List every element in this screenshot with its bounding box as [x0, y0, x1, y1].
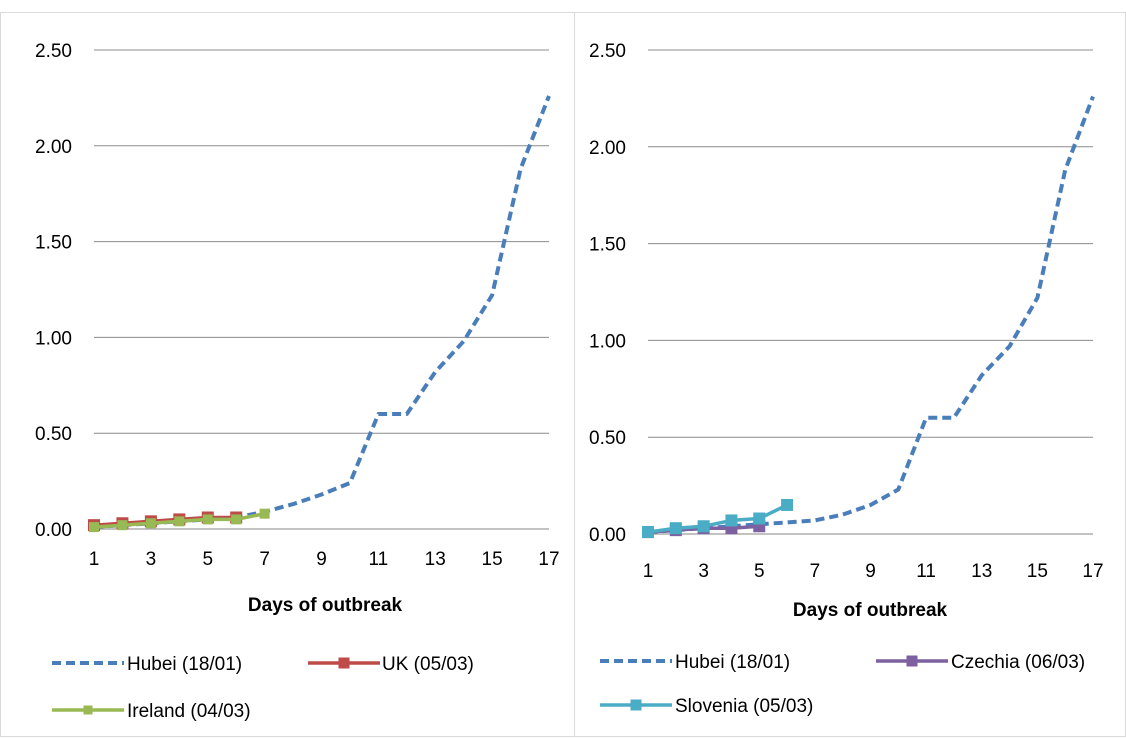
- y-axis-ticks: 0.00 0.50 1.00 1.50 2.00 2.50: [589, 41, 626, 546]
- y-tick-label: 0.00: [35, 520, 72, 541]
- data-point: [117, 520, 128, 531]
- x-tick-label: 17: [538, 549, 559, 570]
- x-axis-title: Days of outbreak: [248, 595, 403, 616]
- x-tick-label: 15: [1027, 561, 1048, 582]
- legend: Hubei (18/01) Czechia (06/03) Slovenia (05…: [600, 652, 1085, 717]
- x-tick-label: 9: [865, 561, 876, 582]
- legend-label: Hubei (18/01): [675, 652, 790, 673]
- legend-entry-uk-05-03: UK (05/03): [308, 654, 474, 675]
- x-tick-label: 15: [482, 549, 503, 570]
- data-point: [642, 526, 654, 539]
- data-point: [781, 498, 794, 511]
- series-slovenia-05-03: [642, 498, 794, 539]
- legend: Hubei (18/01) UK (05/03) Ireland (04/03): [52, 654, 474, 722]
- grid-lines: [94, 49, 549, 530]
- x-axis-ticks: 1 3 5 7 9 11 13 15 17: [643, 561, 1104, 582]
- y-tick-label: 2.50: [589, 41, 626, 62]
- legend-swatch-marker: [83, 705, 93, 715]
- x-tick-label: 3: [698, 561, 709, 582]
- x-axis-ticks: 1 3 5 7 9 11 13 15 17: [89, 549, 560, 570]
- data-point: [725, 514, 738, 527]
- legend-label: Ireland (04/03): [127, 701, 251, 722]
- x-tick-label: 5: [754, 561, 765, 582]
- y-tick-label: 1.00: [589, 331, 626, 352]
- y-tick-label: 0.00: [589, 525, 626, 546]
- legend-entry-hubei-18-01: Hubei (18/01): [600, 652, 790, 673]
- x-tick-label: 9: [316, 549, 327, 570]
- chart-panel-left-frame: [0, 12, 575, 737]
- x-tick-label: 3: [146, 549, 157, 570]
- legend-swatch-marker: [630, 699, 642, 711]
- chart-panel-right: 0.000.501.001.502.002.50 1 3 5 7 9 11 13 15 17 D…: [589, 41, 1104, 717]
- x-tick-label: 13: [425, 549, 446, 570]
- data-point: [231, 514, 242, 525]
- x-tick-label: 7: [259, 549, 270, 570]
- grid-lines: [648, 49, 1093, 535]
- y-tick-label: 0.50: [35, 424, 72, 445]
- y-tick-label: 2.00: [35, 137, 72, 158]
- x-tick-label: 1: [89, 549, 100, 570]
- x-tick-label: 11: [369, 549, 389, 570]
- x-tick-label: 17: [1082, 561, 1103, 582]
- data-point: [174, 516, 185, 527]
- y-tick-label: 2.50: [35, 41, 72, 62]
- data-point: [669, 522, 682, 535]
- legend-entry-czechia-06-03: Czechia (06/03): [876, 652, 1085, 673]
- y-tick-label: 1.50: [589, 235, 626, 256]
- legend-label: UK (05/03): [382, 654, 474, 675]
- data-point: [753, 512, 766, 525]
- x-tick-label: 5: [202, 549, 213, 570]
- data-point: [697, 520, 710, 533]
- x-tick-label: 11: [916, 561, 936, 582]
- x-tick-label: 13: [971, 561, 992, 582]
- y-tick-label: 2.00: [589, 138, 626, 159]
- data-point: [202, 514, 213, 525]
- data-point: [89, 522, 99, 533]
- chart-panel-left: 0.000.501.001.502.002.50 1 3 5 7 9 11 13 15 17 D…: [35, 41, 560, 722]
- y-tick-label: 1.50: [35, 233, 72, 254]
- legend-entry-slovenia-05-03: Slovenia (05/03): [600, 696, 813, 717]
- data-point: [145, 518, 156, 529]
- x-tick-label: 1: [643, 561, 654, 582]
- series-layer: [88, 95, 551, 533]
- legend-entry-hubei-18-01: Hubei (18/01): [52, 654, 242, 675]
- legend-label: Hubei (18/01): [127, 654, 242, 675]
- x-tick-label: 7: [810, 561, 821, 582]
- legend-label: Slovenia (05/03): [675, 696, 813, 717]
- legend-entry-ireland-04-03: Ireland (04/03): [52, 701, 251, 722]
- series-ireland-04-03: [89, 508, 270, 533]
- y-tick-label: 1.00: [35, 328, 72, 349]
- data-point: [259, 508, 270, 519]
- series-layer: [642, 95, 1095, 539]
- y-tick-label: 0.50: [589, 428, 626, 449]
- legend-swatch-marker: [338, 657, 350, 669]
- legend-label: Czechia (06/03): [951, 652, 1085, 673]
- x-axis-title: Days of outbreak: [793, 600, 948, 621]
- y-axis-ticks: 0.00 0.50 1.00 1.50 2.00 2.50: [35, 41, 72, 541]
- chart-panel-right-frame: [574, 12, 1126, 737]
- legend-swatch-marker: [906, 655, 918, 667]
